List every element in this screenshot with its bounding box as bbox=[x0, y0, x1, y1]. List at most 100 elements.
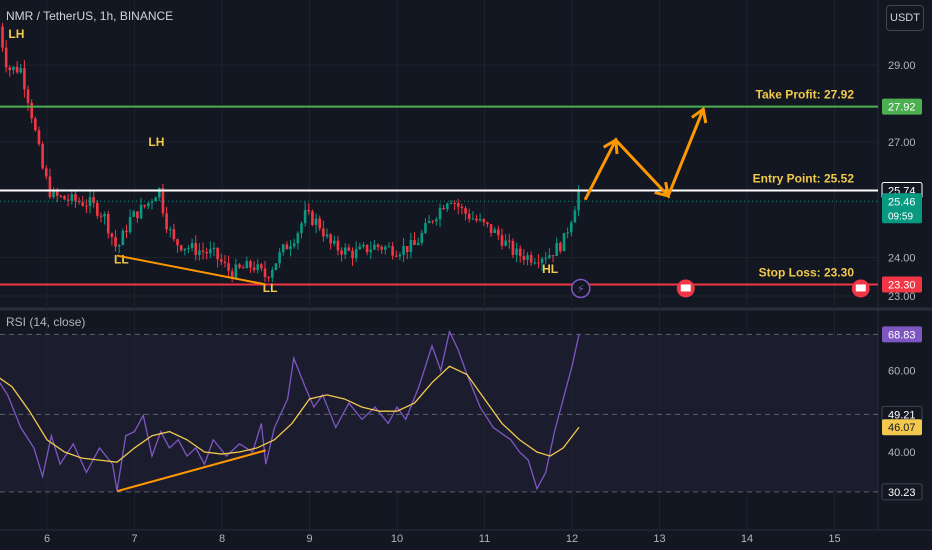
candle-body bbox=[96, 202, 99, 216]
candle-body bbox=[281, 244, 285, 253]
rsi-tick-label: 60.00 bbox=[888, 365, 916, 377]
candle-body bbox=[504, 240, 507, 246]
candle-body bbox=[464, 208, 467, 214]
rsi-tag: 68.83 bbox=[888, 329, 916, 341]
candle-body bbox=[59, 195, 63, 197]
candle-body bbox=[289, 246, 292, 250]
projection-arrowhead bbox=[602, 137, 619, 155]
candle-body bbox=[566, 232, 569, 234]
candle-body bbox=[48, 176, 52, 198]
candle-body bbox=[340, 250, 343, 255]
rsi-pane[interactable] bbox=[0, 329, 878, 493]
candle-body bbox=[183, 248, 187, 251]
candle-body bbox=[416, 242, 420, 246]
candle-body bbox=[234, 264, 238, 279]
current-price-tag: 25.46 bbox=[888, 196, 916, 208]
candle-body bbox=[85, 205, 88, 207]
candle-body bbox=[296, 233, 300, 244]
candle-body bbox=[267, 277, 270, 279]
price-trendline bbox=[116, 254, 266, 286]
candle-body bbox=[219, 259, 223, 262]
currency-button[interactable]: USDT bbox=[886, 5, 924, 31]
rsi-indicator-label[interactable]: RSI (14, close) bbox=[6, 315, 86, 329]
candle-body bbox=[332, 240, 336, 244]
candle-body bbox=[223, 261, 227, 264]
rsi-trendline bbox=[116, 449, 267, 493]
candle-body bbox=[456, 203, 460, 207]
candle-body bbox=[489, 224, 493, 233]
candle-body bbox=[157, 187, 161, 198]
candle-body bbox=[460, 206, 464, 209]
axes: 6 7 8 9 10 11 12 13 14 15 23.00 24.00 27.00 29.00 40.0… bbox=[44, 60, 923, 545]
candle-body bbox=[165, 213, 168, 230]
candle-body bbox=[471, 218, 475, 220]
candle-body bbox=[139, 204, 143, 219]
candle-body bbox=[168, 229, 172, 231]
candle-body bbox=[475, 218, 478, 221]
price-pane[interactable] bbox=[0, 22, 878, 283]
candle-body bbox=[285, 244, 289, 250]
x-tick-label: 15 bbox=[828, 533, 840, 545]
candle-body bbox=[136, 211, 139, 219]
candle-body bbox=[132, 211, 136, 217]
candle-body bbox=[201, 250, 205, 252]
candle-body bbox=[12, 66, 15, 71]
x-tick-label: 12 bbox=[566, 533, 578, 545]
candle-body bbox=[125, 230, 128, 233]
candle-body bbox=[150, 201, 154, 203]
candle-body bbox=[263, 268, 267, 278]
candle-body bbox=[577, 191, 580, 211]
candle-body bbox=[88, 197, 92, 206]
drawings[interactable]: Take Profit: 27.92 Entry Point: 25.52 Stop… bbox=[0, 27, 878, 493]
symbol-title[interactable]: NMR / TetherUS, 1h, BINANCE bbox=[6, 9, 174, 23]
candle-body bbox=[427, 221, 431, 224]
candle-body bbox=[358, 246, 362, 250]
candle-body bbox=[347, 247, 351, 251]
candle-body bbox=[55, 191, 59, 196]
candle-body bbox=[15, 66, 19, 73]
x-tick-label: 14 bbox=[741, 533, 753, 545]
candle-body bbox=[205, 251, 208, 254]
structure-label: LH bbox=[148, 135, 164, 149]
price-tag: 23.30 bbox=[888, 279, 916, 291]
x-tick-label: 7 bbox=[131, 533, 137, 545]
candle-body bbox=[500, 235, 504, 246]
candle-body bbox=[548, 255, 551, 259]
candle-body bbox=[544, 258, 548, 260]
structure-label: LH bbox=[8, 27, 24, 41]
candle-body bbox=[216, 247, 219, 260]
candle-body bbox=[147, 202, 150, 207]
candle-body bbox=[453, 202, 456, 204]
candle-body bbox=[398, 254, 402, 257]
candle-body bbox=[66, 199, 70, 201]
candle-body bbox=[402, 246, 405, 255]
lightning-icon bbox=[571, 278, 591, 299]
rsi-tag: 46.07 bbox=[888, 422, 916, 434]
rsi-line bbox=[0, 329, 580, 491]
level-label: Take Profit: 27.92 bbox=[756, 88, 855, 102]
candle-body bbox=[1, 26, 4, 48]
current-price-tag-bg bbox=[882, 193, 922, 224]
projection-arrowhead bbox=[654, 181, 671, 198]
x-tick-label: 13 bbox=[653, 533, 665, 545]
candle-body bbox=[540, 258, 544, 263]
x-tick-label: 10 bbox=[391, 533, 403, 545]
candle-body bbox=[518, 248, 522, 256]
candle-body bbox=[292, 243, 296, 247]
candle-body bbox=[511, 240, 515, 255]
rsi-ma-line bbox=[0, 365, 580, 463]
flag-icon-inner bbox=[855, 284, 866, 292]
candle-body bbox=[303, 209, 307, 224]
candle-body bbox=[351, 250, 354, 259]
level-label: Entry Point: 25.52 bbox=[753, 172, 855, 186]
y-tick-label: 23.00 bbox=[888, 291, 916, 303]
rsi-tag: 30.23 bbox=[888, 487, 916, 499]
candle-body bbox=[172, 229, 176, 240]
rsi-tag-bg bbox=[882, 419, 922, 436]
candle-body bbox=[274, 263, 278, 271]
projection-arrowhead bbox=[690, 106, 708, 124]
candle-body bbox=[449, 202, 453, 204]
candle-body bbox=[114, 237, 117, 247]
